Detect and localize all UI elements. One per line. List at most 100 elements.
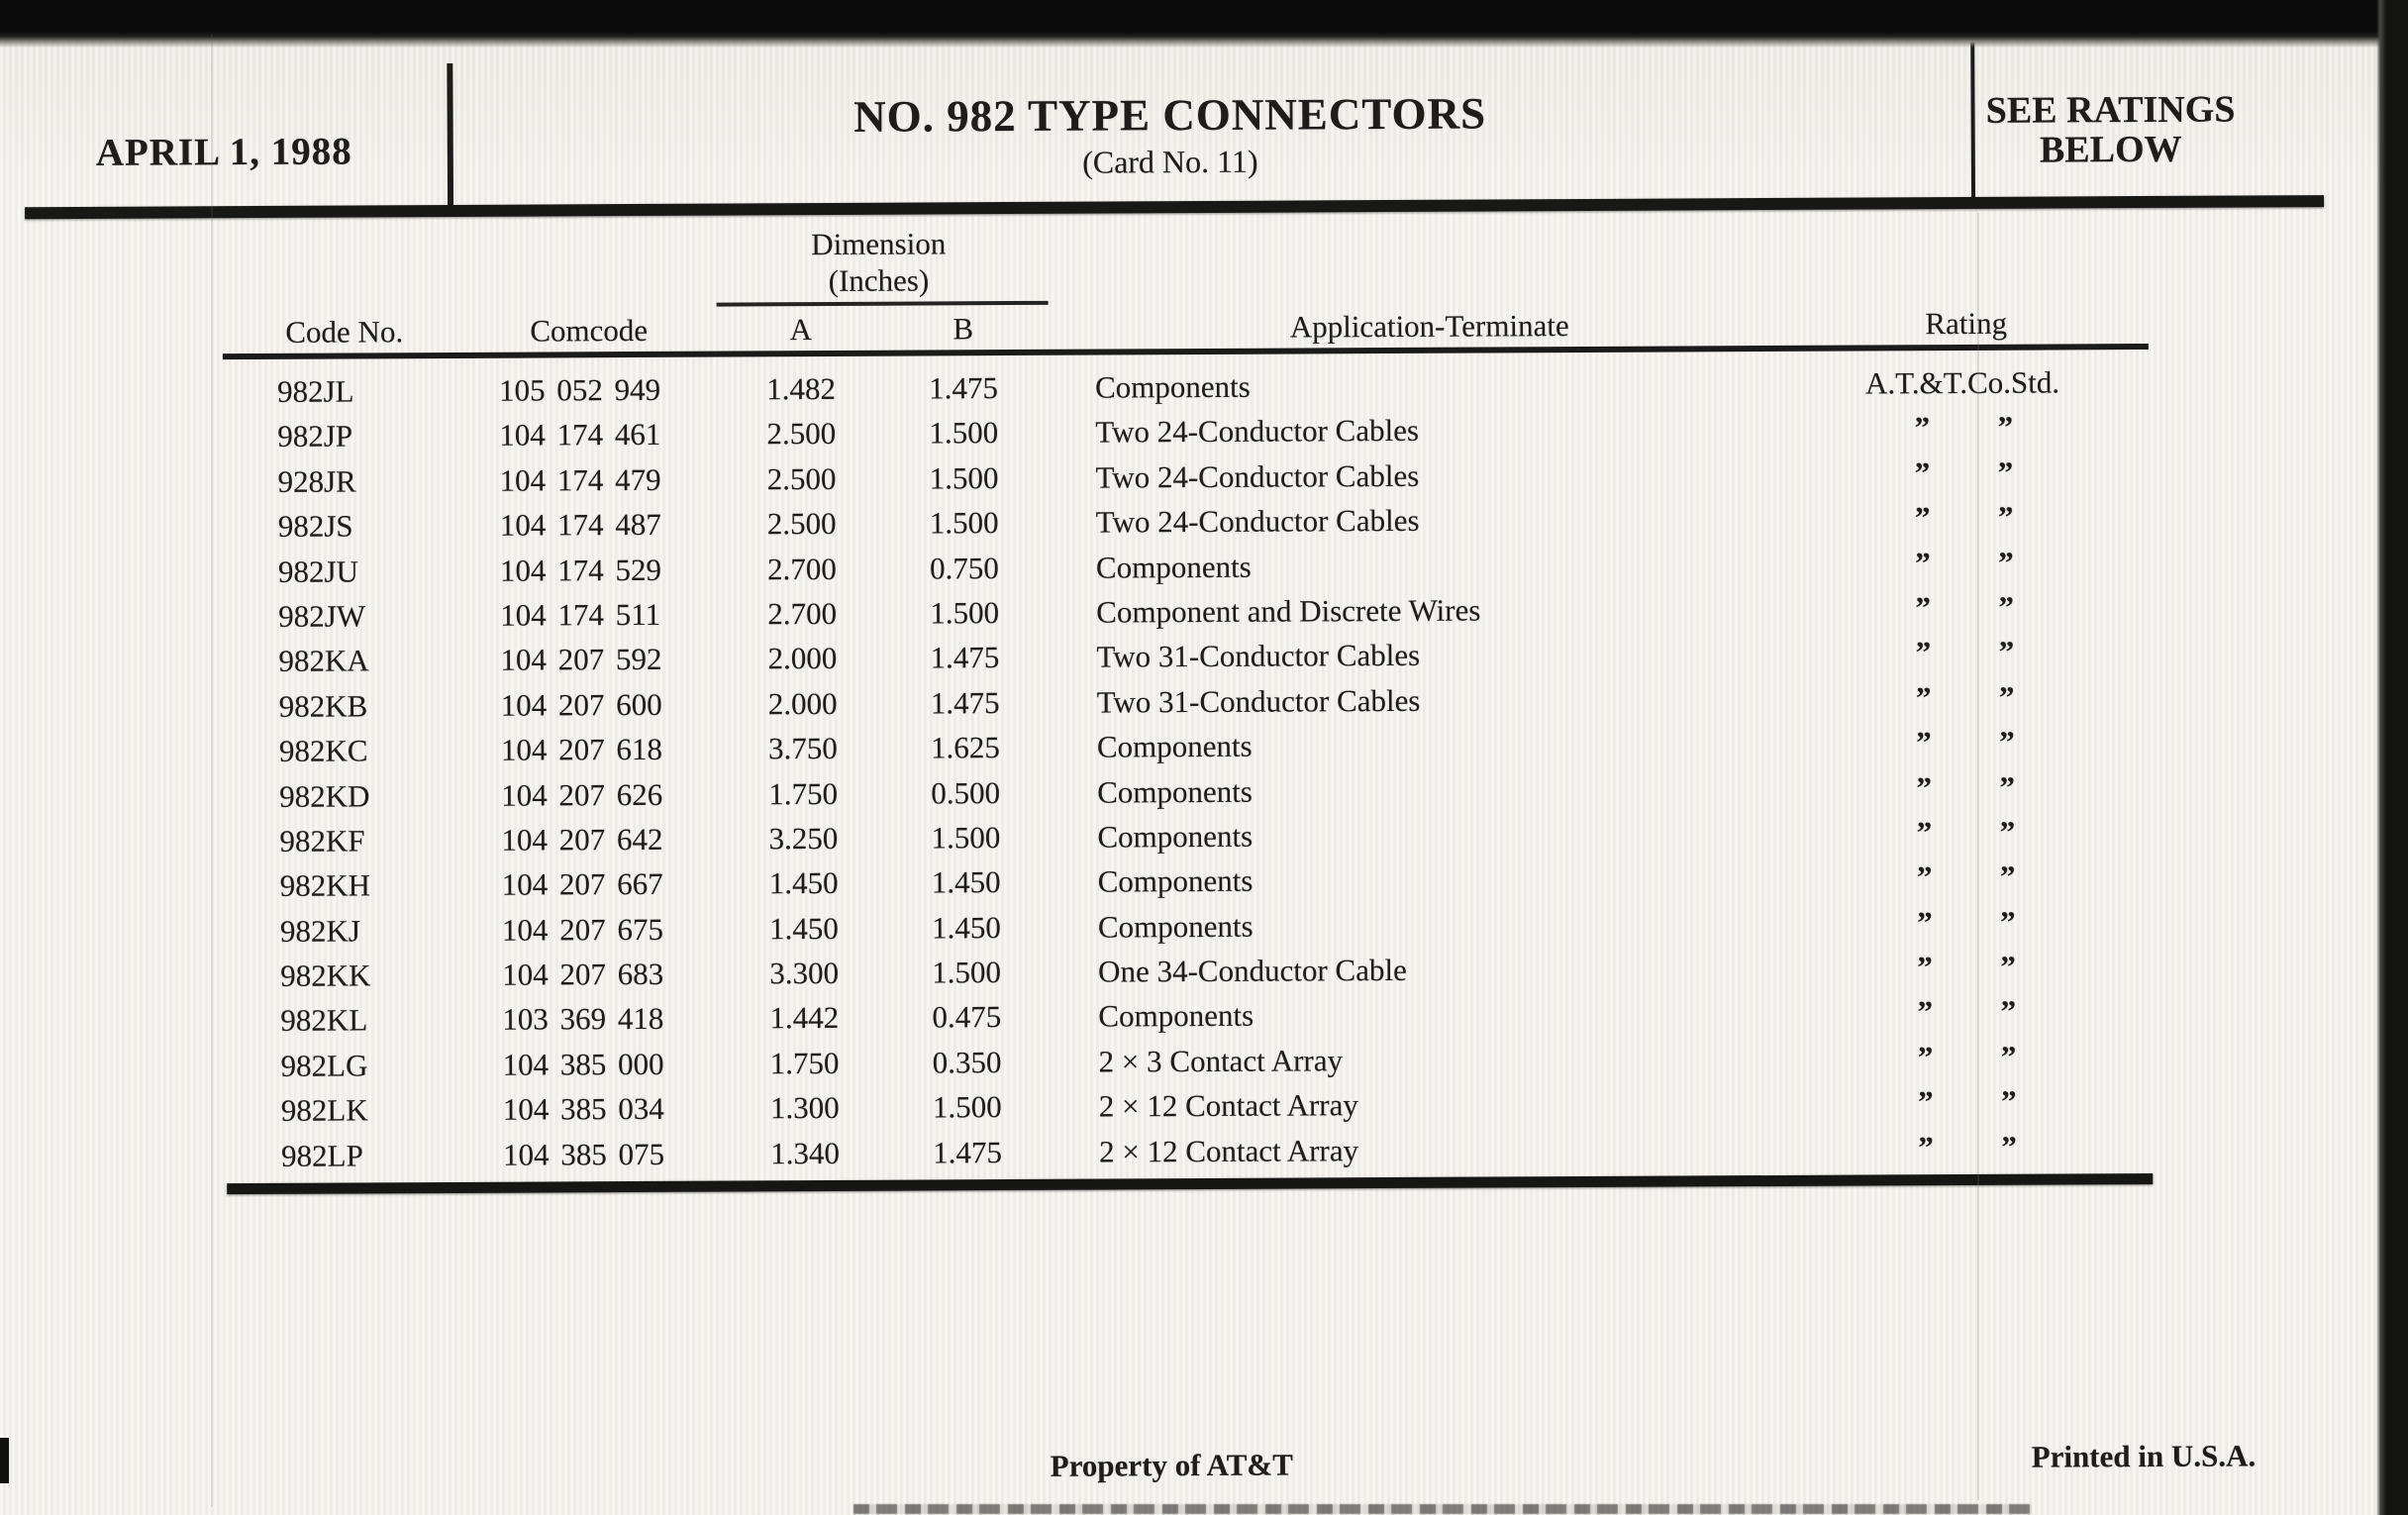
ratings-note-line2: BELOW	[2039, 128, 2182, 171]
cell-code-no: 982LK	[280, 1092, 368, 1129]
cell-code-no: 982KB	[278, 688, 368, 724]
cell-comcode: 104 207 618	[500, 731, 663, 767]
scanner-edge-top	[0, 0, 2408, 48]
issue-date: APRIL 1, 1988	[95, 130, 352, 174]
cell-rating-ditto: ”	[1998, 589, 2015, 625]
cell-rating-ditto: ”	[1915, 590, 1932, 626]
column-header-dim-a: A	[789, 312, 813, 348]
cell-application: Components	[1098, 998, 1254, 1035]
column-header-dim-b: B	[953, 311, 974, 347]
cell-application: Components	[1097, 773, 1254, 810]
cell-rating-ditto: ”	[2000, 1083, 2017, 1120]
cell-dim-b: 1.475	[930, 640, 1000, 675]
cell-application: Two 24-Conductor Cables	[1095, 413, 1420, 450]
cell-application: Components	[1097, 908, 1254, 945]
cell-dim-b: 1.450	[931, 864, 1001, 900]
dimension-label: Dimension	[811, 226, 947, 262]
cell-comcode: 104 207 675	[501, 911, 663, 948]
footer-printed-notice: Printed in U.S.A.	[2031, 1438, 2257, 1474]
cell-rating-ditto: ”	[1914, 500, 1931, 536]
cell-dim-b: 0.750	[930, 550, 999, 586]
cell-code-no: 982KH	[279, 867, 371, 904]
cell-dim-b: 0.350	[932, 1044, 1002, 1080]
cell-dim-a: 1.750	[768, 775, 839, 811]
cell-application: 2 × 12 Contact Array	[1098, 1087, 1358, 1124]
cell-dim-b: 1.475	[930, 684, 1000, 721]
ratings-note: SEE RATINGS BELOW	[1961, 89, 2258, 171]
cell-rating-ditto: ”	[2000, 904, 2016, 940]
cell-dim-a: 1.300	[769, 1090, 840, 1126]
cell-rating-ditto: ”	[1917, 1084, 1934, 1120]
cell-dim-a: 1.450	[768, 910, 839, 946]
cell-comcode: 103 369 418	[502, 1001, 664, 1038]
cell-comcode: 104 385 075	[502, 1136, 665, 1172]
cell-code-no: 982LG	[280, 1048, 368, 1083]
cell-rating-ditto: ”	[1915, 635, 1932, 670]
cell-comcode: 104 207 626	[501, 776, 663, 813]
cell-application: Two 24-Conductor Cables	[1095, 503, 1420, 540]
cell-dim-b: 1.500	[929, 505, 999, 541]
cell-dim-a: 3.750	[767, 731, 838, 766]
cell-application: 2 × 3 Contact Array	[1098, 1043, 1344, 1079]
cell-application: 2 × 12 Contact Array	[1098, 1132, 1359, 1169]
cell-dim-a: 1.442	[769, 1000, 840, 1036]
dimension-group-underline	[716, 300, 1049, 307]
cell-rating-ditto: ”	[2000, 949, 2016, 984]
footer-property-notice: Property of AT&T	[1050, 1447, 1293, 1483]
cell-rating-ditto: ”	[1997, 454, 2014, 490]
cell-dim-a: 2.000	[767, 685, 838, 722]
cell-dim-b: 1.625	[930, 730, 1000, 765]
cell-application: Two 24-Conductor Cables	[1095, 457, 1420, 495]
cell-dim-a: 2.500	[766, 416, 837, 452]
cell-code-no: 982KD	[279, 777, 370, 814]
cell-dim-b: 0.500	[931, 774, 1001, 810]
cell-rating-ditto: ”	[2000, 1039, 2017, 1074]
cell-dim-a: 2.500	[766, 460, 837, 497]
cell-dim-b: 1.475	[929, 370, 999, 406]
scan-streak-left	[211, 34, 213, 1507]
cell-dim-a: 1.340	[770, 1135, 841, 1170]
column-header-code: Code No.	[285, 314, 404, 350]
cell-comcode: 104 174 487	[499, 507, 661, 543]
cell-dim-a: 2.000	[767, 641, 838, 676]
cell-rating-ditto: ”	[1915, 679, 1932, 715]
cell-application: Components	[1095, 549, 1252, 585]
cell-rating-ditto: ”	[1916, 815, 1933, 851]
cell-dim-a: 1.750	[769, 1045, 840, 1081]
cell-code-no: 982KJ	[279, 913, 360, 949]
cell-comcode: 104 207 642	[501, 821, 663, 858]
cell-rating: A.T.&T.Co.Std.	[1864, 364, 2060, 401]
cell-dim-a: 3.250	[768, 820, 839, 857]
cell-comcode: 104 174 529	[499, 552, 662, 588]
cell-code-no: 982JU	[277, 554, 359, 589]
cell-rating-ditto: ”	[1998, 635, 2015, 670]
header-divider-left	[447, 62, 454, 208]
cell-application: One 34-Conductor Cable	[1098, 953, 1407, 989]
cell-comcode: 104 174 479	[499, 461, 661, 498]
cell-code-no: 982KA	[278, 643, 369, 679]
cell-application: Components	[1097, 863, 1254, 899]
cell-rating-ditto: ”	[1999, 859, 2016, 895]
cell-application: Components	[1096, 728, 1253, 764]
cell-rating-ditto: ”	[1916, 859, 1933, 895]
cell-dim-a: 3.300	[769, 956, 840, 991]
dimension-units: (Inches)	[828, 262, 930, 298]
cell-rating-ditto: ”	[1917, 1040, 1934, 1075]
cell-code-no: 982KC	[278, 733, 368, 769]
cell-rating-ditto: ”	[1914, 454, 1931, 491]
cell-rating-ditto: ”	[2000, 994, 2017, 1030]
cell-rating-ditto: ”	[1916, 725, 1932, 760]
cell-dim-b: 1.500	[932, 955, 1002, 990]
cell-dim-b: 1.500	[930, 595, 1000, 631]
cell-rating-ditto: ”	[1997, 499, 2014, 535]
cell-comcode: 104 207 667	[501, 866, 663, 903]
cell-rating-ditto: ”	[1999, 724, 2015, 759]
cell-dim-b: 1.475	[933, 1134, 1003, 1170]
cell-rating-ditto: ”	[1917, 994, 1934, 1030]
scanner-edge-right	[2376, 0, 2408, 1515]
cell-dim-b: 1.500	[929, 415, 999, 451]
cell-application: Components	[1094, 368, 1251, 405]
table-body: 982JL 105 052 949 1.482 1.475 Components A.T.…	[0, 358, 2408, 1189]
